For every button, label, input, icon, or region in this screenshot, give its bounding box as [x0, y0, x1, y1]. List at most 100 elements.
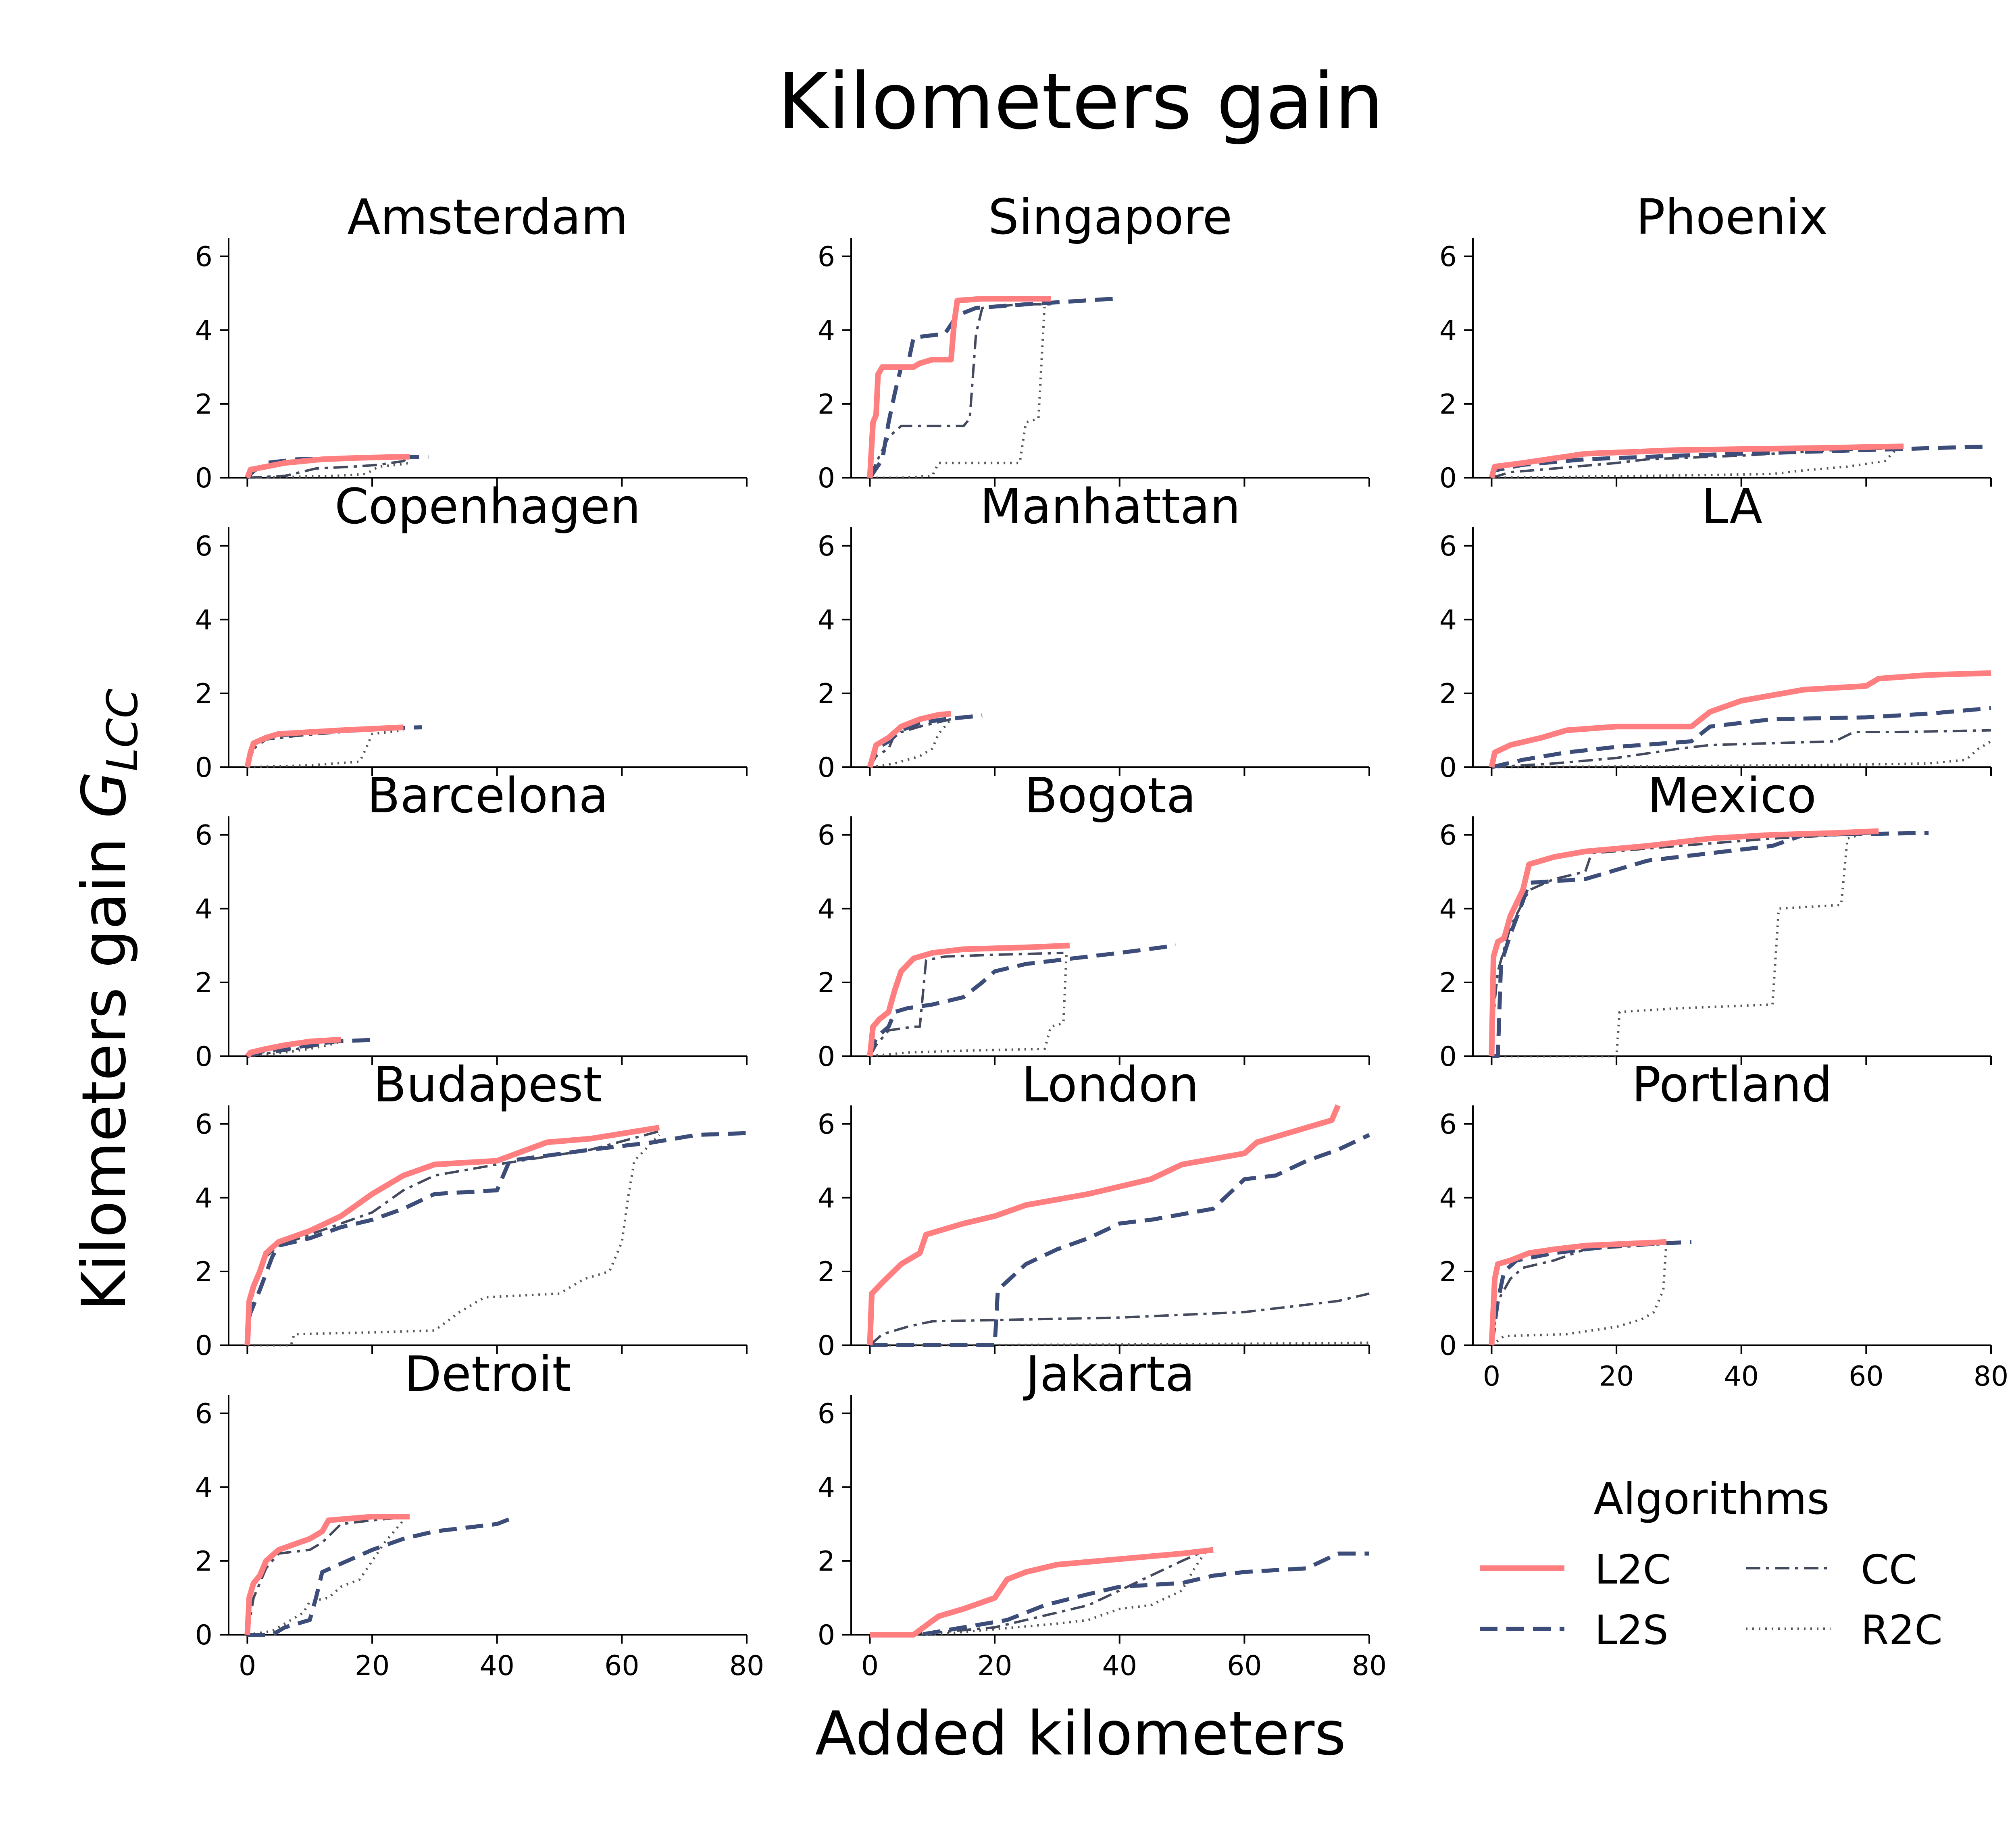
x-tick-label: 20	[355, 1650, 390, 1682]
y-tick-label: 6	[195, 241, 212, 273]
series-line-l2s-detroit	[247, 1515, 517, 1637]
subplot-title-barcelona: Barcelona	[367, 768, 608, 824]
series-line-l2s-la	[1491, 706, 1991, 769]
series-line-cc-bogota	[868, 951, 1064, 1057]
series-line-l2c-jakarta	[870, 1547, 1214, 1638]
series-line-cc-la	[1491, 729, 1991, 768]
y-tick-label: 4	[195, 1472, 212, 1504]
y-tick-label: 0	[195, 752, 212, 784]
subplot-title-london: London	[1022, 1057, 1199, 1113]
y-tick-label: 0	[818, 1041, 835, 1073]
y-tick-label: 0	[195, 1330, 212, 1362]
y-tick-label: 0	[1439, 1041, 1457, 1073]
subplot-manhattan: Manhattan 0 2 4 6	[818, 479, 1370, 784]
y-tick-label: 2	[818, 1256, 835, 1288]
y-tick-label: 4	[1439, 604, 1457, 636]
legend-label-l2c: L2C	[1595, 1546, 1671, 1593]
y-tick-label: 2	[1439, 389, 1457, 420]
series-line-l2s-mexico	[1491, 831, 1929, 1058]
y-axis-label: Kilometers gain GLCC	[69, 689, 147, 1311]
series-line-l2s-london	[870, 1133, 1370, 1347]
subplot-title-copenhagen: Copenhagen	[335, 479, 641, 535]
y-tick-label: 6	[1439, 241, 1457, 273]
y-tick-label: 0	[818, 1619, 835, 1651]
y-tick-label: 6	[195, 531, 212, 562]
subplot-title-phoenix: Phoenix	[1636, 189, 1828, 246]
subplot-title-portland: Portland	[1632, 1057, 1832, 1113]
y-tick-label: 2	[1439, 678, 1457, 710]
series-line-cc-london	[869, 1292, 1370, 1346]
subplot-title-jakarta: Jakarta	[1023, 1346, 1195, 1403]
series-line-r2c-la	[1491, 740, 1992, 768]
series-line-l2s-singapore	[868, 297, 1114, 479]
y-tick-label: 0	[195, 462, 212, 494]
series-line-cc-budapest	[246, 1130, 660, 1346]
x-tick-label: 0	[239, 1650, 256, 1682]
x-tick-label: 20	[1599, 1361, 1634, 1392]
y-tick-label: 0	[195, 1619, 212, 1651]
series-line-cc-jakarta	[870, 1548, 1208, 1636]
series-line-l2s-bogota	[868, 943, 1176, 1057]
y-tick-label: 4	[818, 1182, 835, 1214]
subplot-title-budapest: Budapest	[373, 1057, 602, 1113]
x-axis-label: Added kilometers	[815, 1699, 1346, 1769]
x-tick-label: 60	[1849, 1361, 1884, 1392]
series-line-l2c-amsterdam	[244, 454, 410, 479]
series-line-l2c-bogota	[867, 943, 1070, 1057]
series-line-l2c-budapest	[244, 1124, 660, 1346]
subplot-bogota: Bogota 0 2 4 6	[818, 768, 1370, 1073]
legend-label-cc: CC	[1861, 1546, 1917, 1593]
y-tick-label: 2	[195, 1256, 212, 1288]
y-tick-label: 6	[818, 531, 835, 562]
subplot-title-amsterdam: Amsterdam	[347, 189, 628, 246]
x-tick-label: 60	[1227, 1650, 1262, 1682]
subplot-mexico: Mexico 0 2 4 6	[1439, 768, 1992, 1073]
series-line-r2c-barcelona	[247, 1040, 342, 1057]
x-tick-label: 80	[1352, 1650, 1387, 1682]
subplot-title-detroit: Detroit	[404, 1346, 571, 1403]
y-tick-label: 0	[818, 752, 835, 784]
y-tick-label: 6	[818, 820, 835, 851]
x-tick-label: 40	[479, 1650, 514, 1682]
legend-label-l2s: L2S	[1595, 1607, 1668, 1654]
y-tick-label: 4	[818, 604, 835, 636]
series-line-l2c-phoenix	[1489, 443, 1904, 479]
series-line-l2c-manhattan	[867, 711, 952, 768]
subplot-phoenix: Phoenix 0 2 4 6	[1439, 189, 1992, 494]
subplot-copenhagen: Copenhagen 0 2 4 6	[195, 479, 748, 784]
y-tick-label: 4	[195, 604, 212, 636]
y-tick-label: 4	[195, 315, 212, 347]
legend-title: Algorithms	[1593, 1474, 1829, 1524]
y-tick-label: 2	[818, 1546, 835, 1577]
x-tick-label: 80	[729, 1650, 764, 1682]
y-tick-label: 6	[1439, 820, 1457, 851]
subplot-title-mexico: Mexico	[1647, 768, 1816, 824]
figure-title: Kilometers gain	[777, 57, 1383, 147]
y-tick-label: 0	[195, 1041, 212, 1073]
y-tick-label: 2	[1439, 967, 1457, 999]
y-tick-label: 6	[195, 820, 212, 851]
y-tick-label: 6	[1439, 1109, 1457, 1140]
series-line-l2c-portland	[1489, 1239, 1667, 1346]
legend: Algorithms L2C L2S CC R2C	[1480, 1474, 1943, 1654]
y-tick-label: 0	[1439, 752, 1457, 784]
y-tick-label: 2	[195, 967, 212, 999]
y-tick-label: 2	[818, 389, 835, 420]
y-tick-label: 2	[818, 678, 835, 710]
series-line-l2s-budapest	[245, 1131, 747, 1346]
y-tick-label: 4	[1439, 893, 1457, 925]
series-line-l2c-mexico	[1489, 828, 1879, 1057]
x-tick-label: 80	[1974, 1361, 2009, 1392]
series-line-cc-amsterdam	[247, 456, 410, 479]
y-tick-label: 0	[818, 462, 835, 494]
x-tick-label: 40	[1102, 1650, 1137, 1682]
y-tick-label: 2	[818, 967, 835, 999]
y-tick-label: 4	[1439, 315, 1457, 347]
y-tick-label: 6	[1439, 531, 1457, 562]
subplots: Amsterdam0246Singapore0246Phoenix0246Cop…	[195, 189, 2009, 1682]
subplot-title-la: LA	[1702, 479, 1763, 535]
series-line-l2c-singapore	[867, 296, 1051, 478]
